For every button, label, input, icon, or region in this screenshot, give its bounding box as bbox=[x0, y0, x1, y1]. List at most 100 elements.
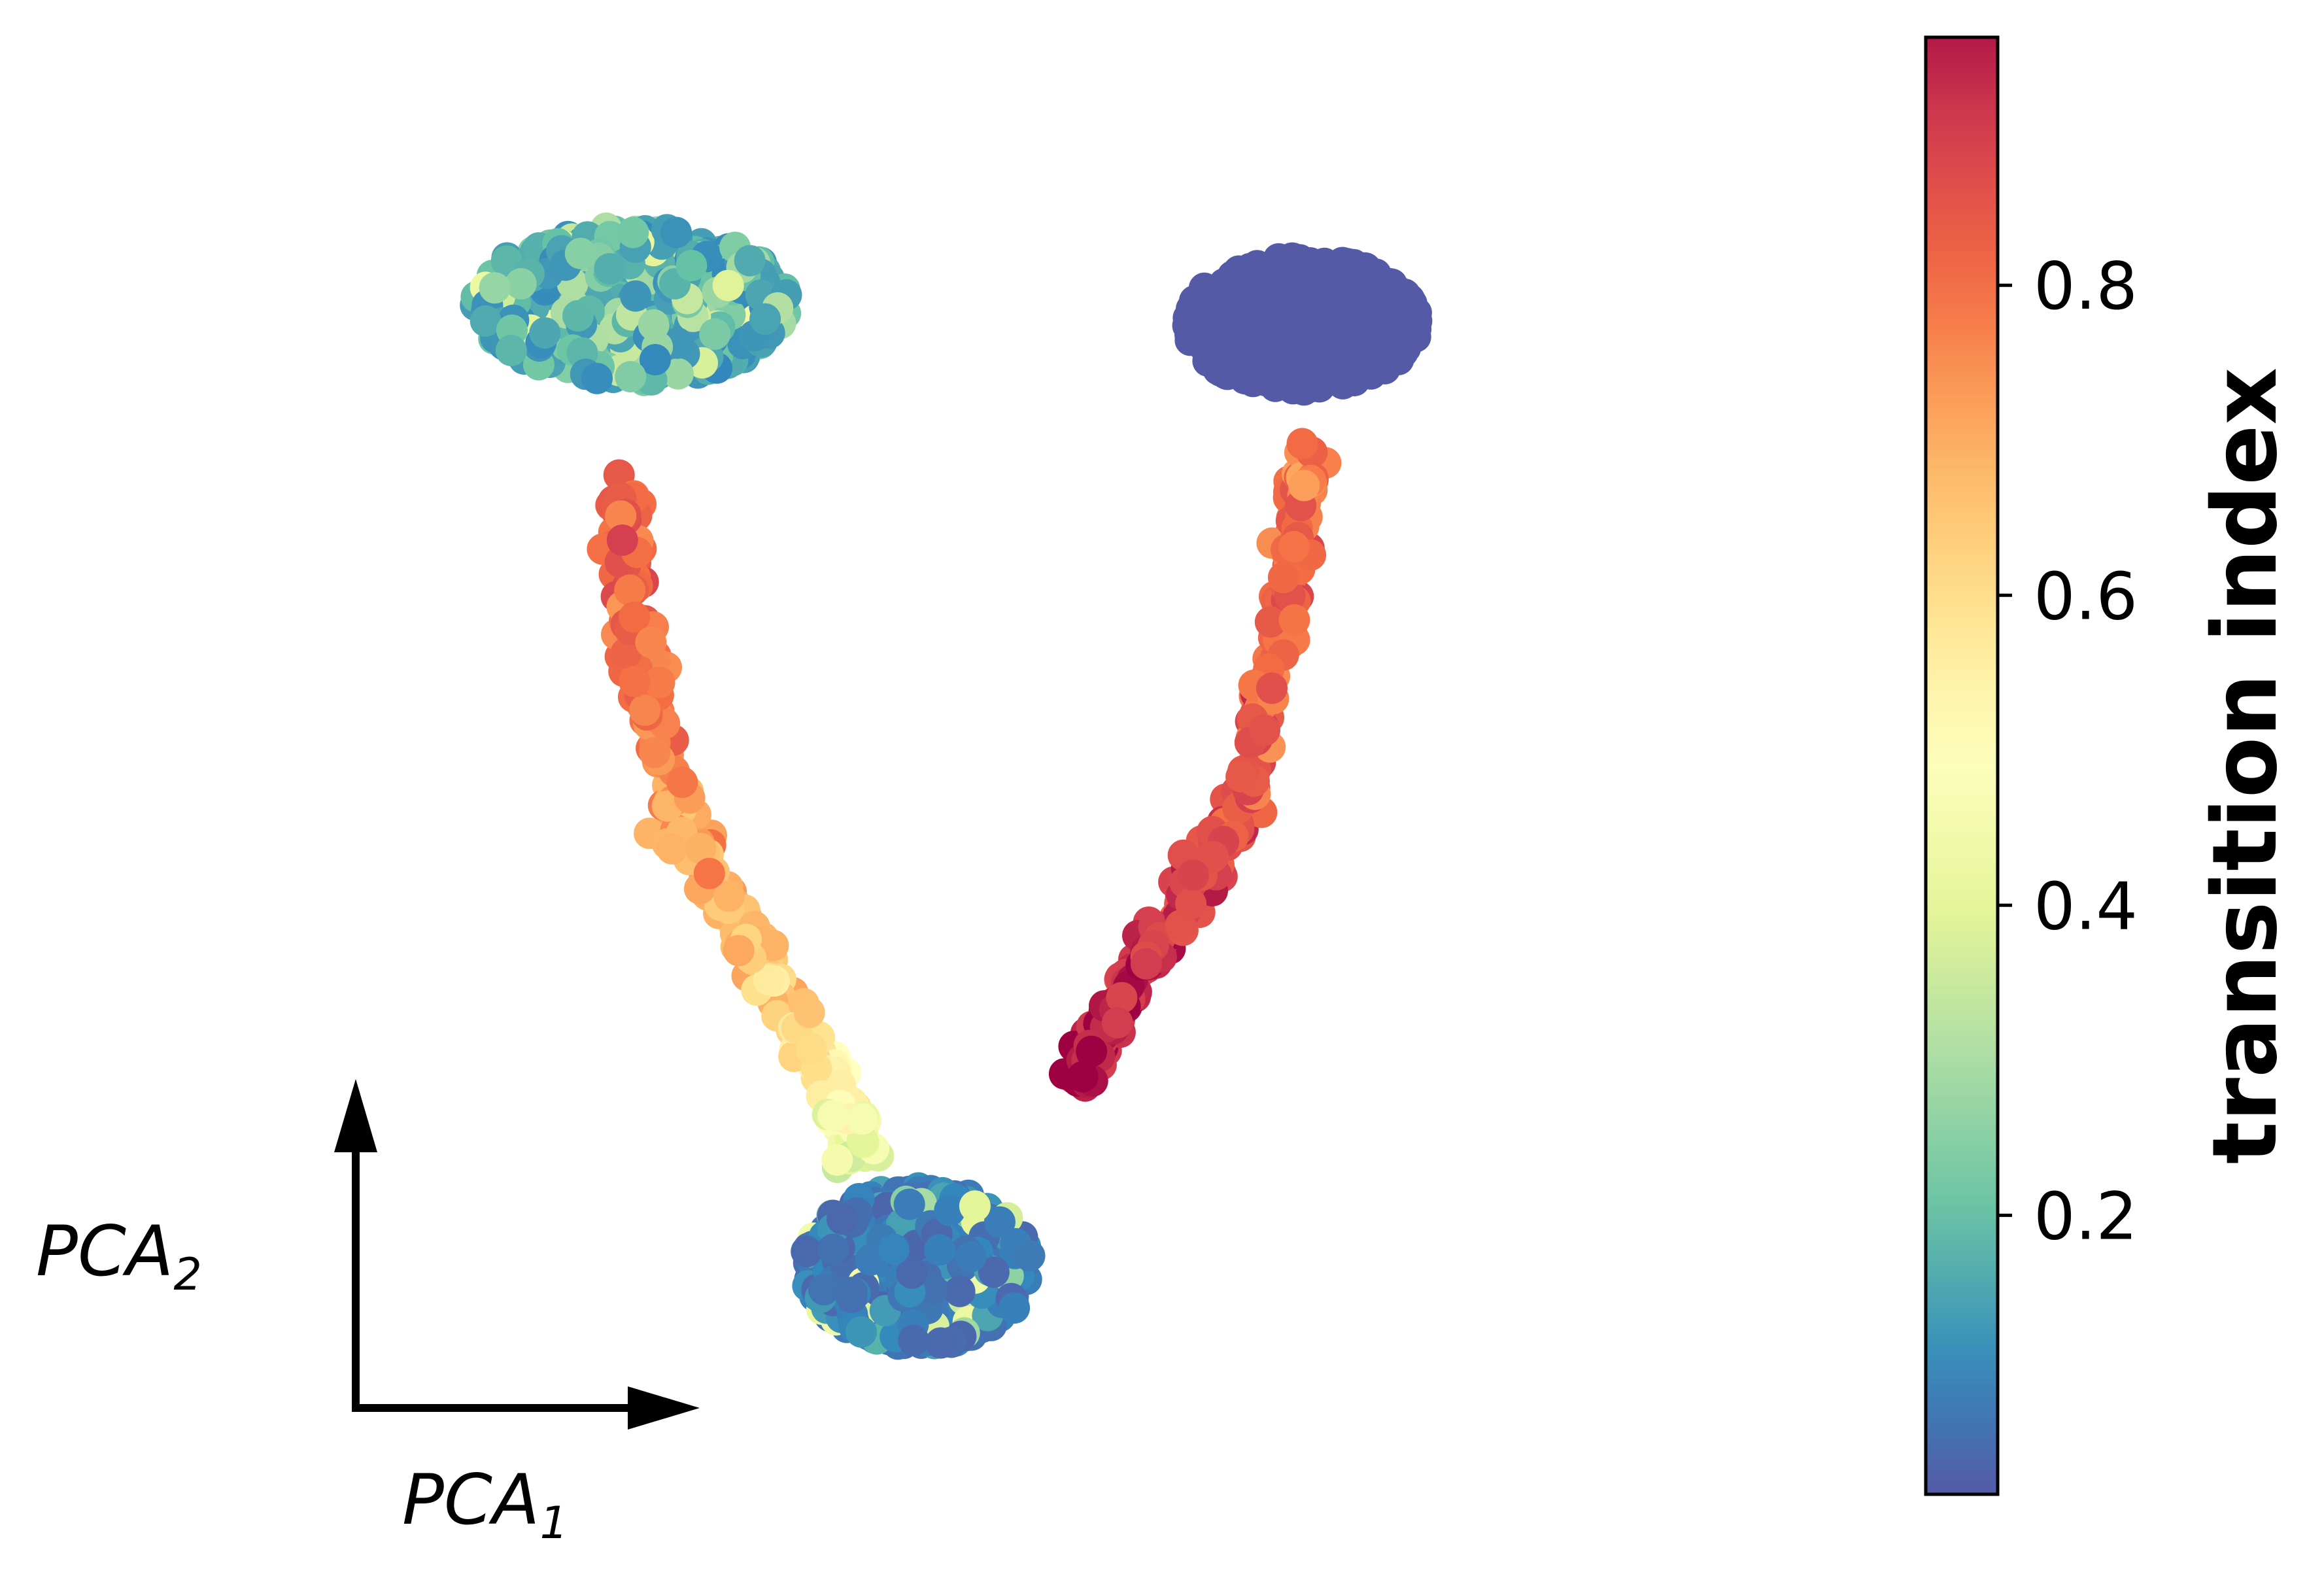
pca1-arrowhead bbox=[628, 1386, 700, 1430]
data-point-path-2 bbox=[1197, 840, 1229, 872]
data-point-cluster-3 bbox=[791, 1235, 823, 1267]
data-point-path-2 bbox=[1256, 672, 1288, 704]
data-point-cluster-1 bbox=[749, 303, 781, 335]
data-point-path-1 bbox=[793, 997, 825, 1029]
data-point-cluster-1 bbox=[620, 280, 651, 312]
data-point-path-1 bbox=[693, 857, 725, 889]
data-point-cluster-3 bbox=[999, 1292, 1031, 1324]
pca-axes-indicator: PCA2 PCA1 bbox=[36, 1079, 700, 1549]
data-point-cluster-1 bbox=[660, 216, 692, 249]
data-point-cluster-1 bbox=[699, 318, 731, 350]
colorbar-tick-label: 0.4 bbox=[2034, 868, 2138, 944]
data-point-cluster-2 bbox=[1236, 301, 1268, 334]
data-point-cluster-1 bbox=[675, 250, 708, 281]
data-point-cluster-3 bbox=[846, 1316, 878, 1348]
data-point-cluster-1 bbox=[662, 358, 694, 390]
colorbar-tick-label: 0.2 bbox=[2034, 1178, 2138, 1254]
data-point-path-2 bbox=[1288, 470, 1320, 502]
data-point-cluster-3 bbox=[934, 1194, 966, 1226]
data-point-cluster-1 bbox=[617, 216, 649, 249]
data-point-cluster-2 bbox=[1226, 354, 1258, 386]
colorbar-title: transition index bbox=[2194, 368, 2297, 1164]
data-point-cluster-2 bbox=[1386, 290, 1418, 322]
data-point-path-1 bbox=[753, 964, 785, 996]
data-point-path-1 bbox=[635, 626, 667, 659]
data-point-path-1 bbox=[619, 666, 651, 698]
data-point-path-1 bbox=[713, 880, 745, 912]
data-point-cluster-2 bbox=[1322, 286, 1354, 318]
data-point-cluster-1 bbox=[640, 344, 671, 375]
data-point-path-2 bbox=[1106, 982, 1138, 1014]
data-point-path-2 bbox=[1286, 428, 1318, 460]
colorbar-bar bbox=[1924, 35, 2000, 1496]
pca2-arrowhead bbox=[334, 1079, 377, 1152]
data-point-path-1 bbox=[846, 1103, 878, 1135]
data-point-path-2 bbox=[1278, 604, 1310, 636]
data-point-path-1 bbox=[817, 1100, 849, 1131]
data-point-cluster-1 bbox=[470, 305, 502, 337]
data-point-cluster-3 bbox=[959, 1190, 991, 1222]
data-point-path-1 bbox=[643, 666, 675, 698]
data-point-cluster-1 bbox=[479, 272, 511, 304]
data-point-cluster-3 bbox=[817, 1233, 849, 1265]
data-point-cluster-3 bbox=[878, 1233, 910, 1265]
colorbar-ticks: 0.2 0.4 0.6 0.8 bbox=[1998, 248, 2138, 1254]
data-point-path-1 bbox=[821, 1144, 853, 1176]
data-point-cluster-3 bbox=[836, 1277, 868, 1309]
data-point-cluster-3 bbox=[978, 1256, 1010, 1288]
data-point-path-1 bbox=[605, 500, 637, 532]
data-point-cluster-1 bbox=[712, 269, 744, 301]
data-point-path-2 bbox=[1267, 562, 1299, 594]
data-point-path-1 bbox=[639, 736, 671, 768]
colorbar-tick-label: 0.6 bbox=[2034, 558, 2138, 634]
scatter-points bbox=[460, 212, 1433, 1360]
data-point-path-2 bbox=[1101, 1007, 1133, 1038]
data-point-cluster-1 bbox=[638, 309, 670, 341]
data-point-path-1 bbox=[629, 695, 661, 726]
data-point-path-2 bbox=[1249, 714, 1280, 746]
data-point-cluster-1 bbox=[594, 253, 626, 285]
data-point-cluster-3 bbox=[893, 1188, 925, 1220]
data-point-cluster-2 bbox=[1314, 347, 1346, 379]
data-point-cluster-1 bbox=[505, 267, 537, 300]
data-point-cluster-3 bbox=[983, 1206, 1016, 1238]
data-point-path-1 bbox=[610, 637, 642, 669]
data-point-cluster-3 bbox=[896, 1257, 928, 1289]
data-point-cluster-1 bbox=[581, 362, 613, 394]
data-point-cluster-2 bbox=[1284, 244, 1316, 276]
pca1-axis-label: PCA1 bbox=[402, 1460, 568, 1549]
data-point-path-2 bbox=[1177, 859, 1209, 891]
data-point-cluster-2 bbox=[1275, 327, 1307, 358]
data-point-path-2 bbox=[1067, 1061, 1099, 1093]
data-point-cluster-1 bbox=[564, 237, 596, 269]
data-point-cluster-3 bbox=[808, 1274, 840, 1306]
data-point-cluster-3 bbox=[827, 1203, 858, 1235]
pca2-axis-label: PCA2 bbox=[36, 1211, 202, 1301]
data-point-cluster-2 bbox=[1350, 302, 1382, 334]
data-point-path-1 bbox=[656, 832, 688, 865]
data-point-cluster-1 bbox=[562, 300, 594, 332]
data-point-path-1 bbox=[606, 524, 638, 556]
data-point-path-1 bbox=[685, 832, 717, 865]
data-point-path-1 bbox=[619, 601, 651, 633]
data-point-path-1 bbox=[614, 574, 646, 606]
colorbar-tick-label: 0.8 bbox=[2034, 248, 2138, 324]
data-point-path-2 bbox=[1278, 531, 1310, 562]
data-point-path-2 bbox=[1254, 606, 1286, 638]
data-point-cluster-3 bbox=[925, 1327, 957, 1359]
data-point-path-1 bbox=[723, 935, 755, 967]
data-point-cluster-3 bbox=[955, 1241, 987, 1273]
data-point-cluster-3 bbox=[924, 1234, 956, 1266]
data-point-cluster-1 bbox=[615, 361, 647, 392]
data-point-path-1 bbox=[795, 1033, 827, 1065]
data-point-cluster-2 bbox=[1180, 294, 1212, 326]
data-point-cluster-1 bbox=[734, 245, 766, 277]
data-point-path-2 bbox=[1076, 1035, 1108, 1067]
data-point-cluster-2 bbox=[1393, 318, 1425, 351]
data-point-cluster-1 bbox=[529, 317, 561, 349]
data-point-cluster-2 bbox=[1229, 267, 1261, 300]
data-point-cluster-1 bbox=[495, 335, 527, 366]
data-point-path-2 bbox=[1175, 888, 1207, 919]
data-point-cluster-2 bbox=[1361, 339, 1393, 371]
